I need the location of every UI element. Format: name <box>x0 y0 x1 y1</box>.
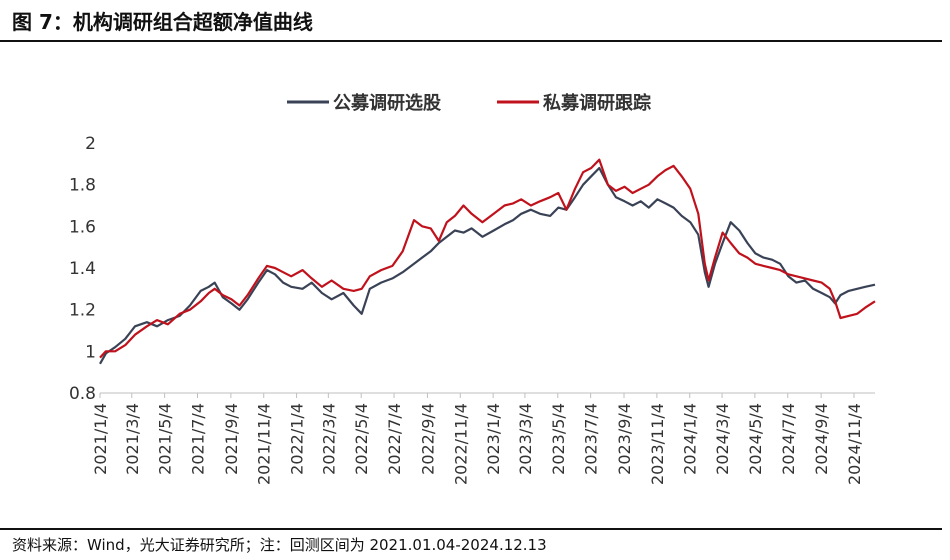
x-tick-label: 2021/7/4 <box>188 403 207 475</box>
y-tick-label: 1.6 <box>69 217 96 237</box>
chart-legend: 公募调研选股 私募调研跟踪 <box>287 92 651 114</box>
plot-area <box>99 158 876 365</box>
legend-label: 私募调研跟踪 <box>543 92 651 114</box>
legend-label: 公募调研选股 <box>333 93 442 114</box>
y-tick-label: 1.4 <box>69 259 96 279</box>
y-tick-label: 0.8 <box>69 384 96 404</box>
x-tick-label: 2024/7/4 <box>779 403 798 475</box>
x-tick-label: 2023/11/4 <box>648 403 667 485</box>
x-tick-label: 2021/3/4 <box>123 403 142 475</box>
y-tick-label: 1 <box>85 342 96 362</box>
y-tick-label: 2 <box>85 134 96 154</box>
x-tick-label: 2024/1/4 <box>681 403 700 475</box>
series-line-2 <box>99 158 876 359</box>
x-tick-label: 2022/5/4 <box>352 403 371 475</box>
y-axis: 0.8 1 1.2 1.4 1.6 1.8 2 <box>69 134 96 404</box>
x-tick-label: 2024/9/4 <box>812 403 831 475</box>
x-tick-label: 2022/1/4 <box>288 403 307 475</box>
top-rule <box>0 40 942 42</box>
x-tick-label: 2021/1/4 <box>91 403 110 475</box>
x-tick-label: 2022/7/4 <box>385 403 404 475</box>
y-tick-label: 1.2 <box>69 301 96 321</box>
x-tick-label: 2021/11/4 <box>255 403 274 485</box>
x-tick-label: 2024/3/4 <box>713 403 732 475</box>
x-tick-label: 2023/5/4 <box>549 403 568 475</box>
x-tick-label: 2023/9/4 <box>615 403 634 475</box>
x-tick-label: 2022/9/4 <box>418 403 437 475</box>
x-tick-label: 2021/5/4 <box>156 403 175 475</box>
figure-title: 图 7：机构调研组合超额净值曲线 <box>12 10 313 34</box>
x-tick-label: 2023/7/4 <box>582 403 601 475</box>
x-tick-label: 2022/11/4 <box>451 403 470 485</box>
x-tick-label: 2023/3/4 <box>516 403 535 475</box>
x-tick-label: 2024/11/4 <box>845 403 864 485</box>
series-line-1 <box>99 166 876 365</box>
x-axis: 2021/1/4 2021/3/4 2021/5/4 2021/7/4 2021/9/4… <box>91 392 875 485</box>
y-tick-label: 1.8 <box>69 176 96 196</box>
x-tick-label: 2022/3/4 <box>319 403 338 475</box>
x-tick-label: 2023/1/4 <box>484 403 503 475</box>
bottom-rule <box>0 528 942 530</box>
x-tick-label: 2024/5/4 <box>746 403 765 475</box>
x-tick-label: 2021/9/4 <box>222 403 241 475</box>
source-note: 资料来源：Wind，光大证券研究所；注：回测区间为 2021.01.04-202… <box>12 536 547 554</box>
